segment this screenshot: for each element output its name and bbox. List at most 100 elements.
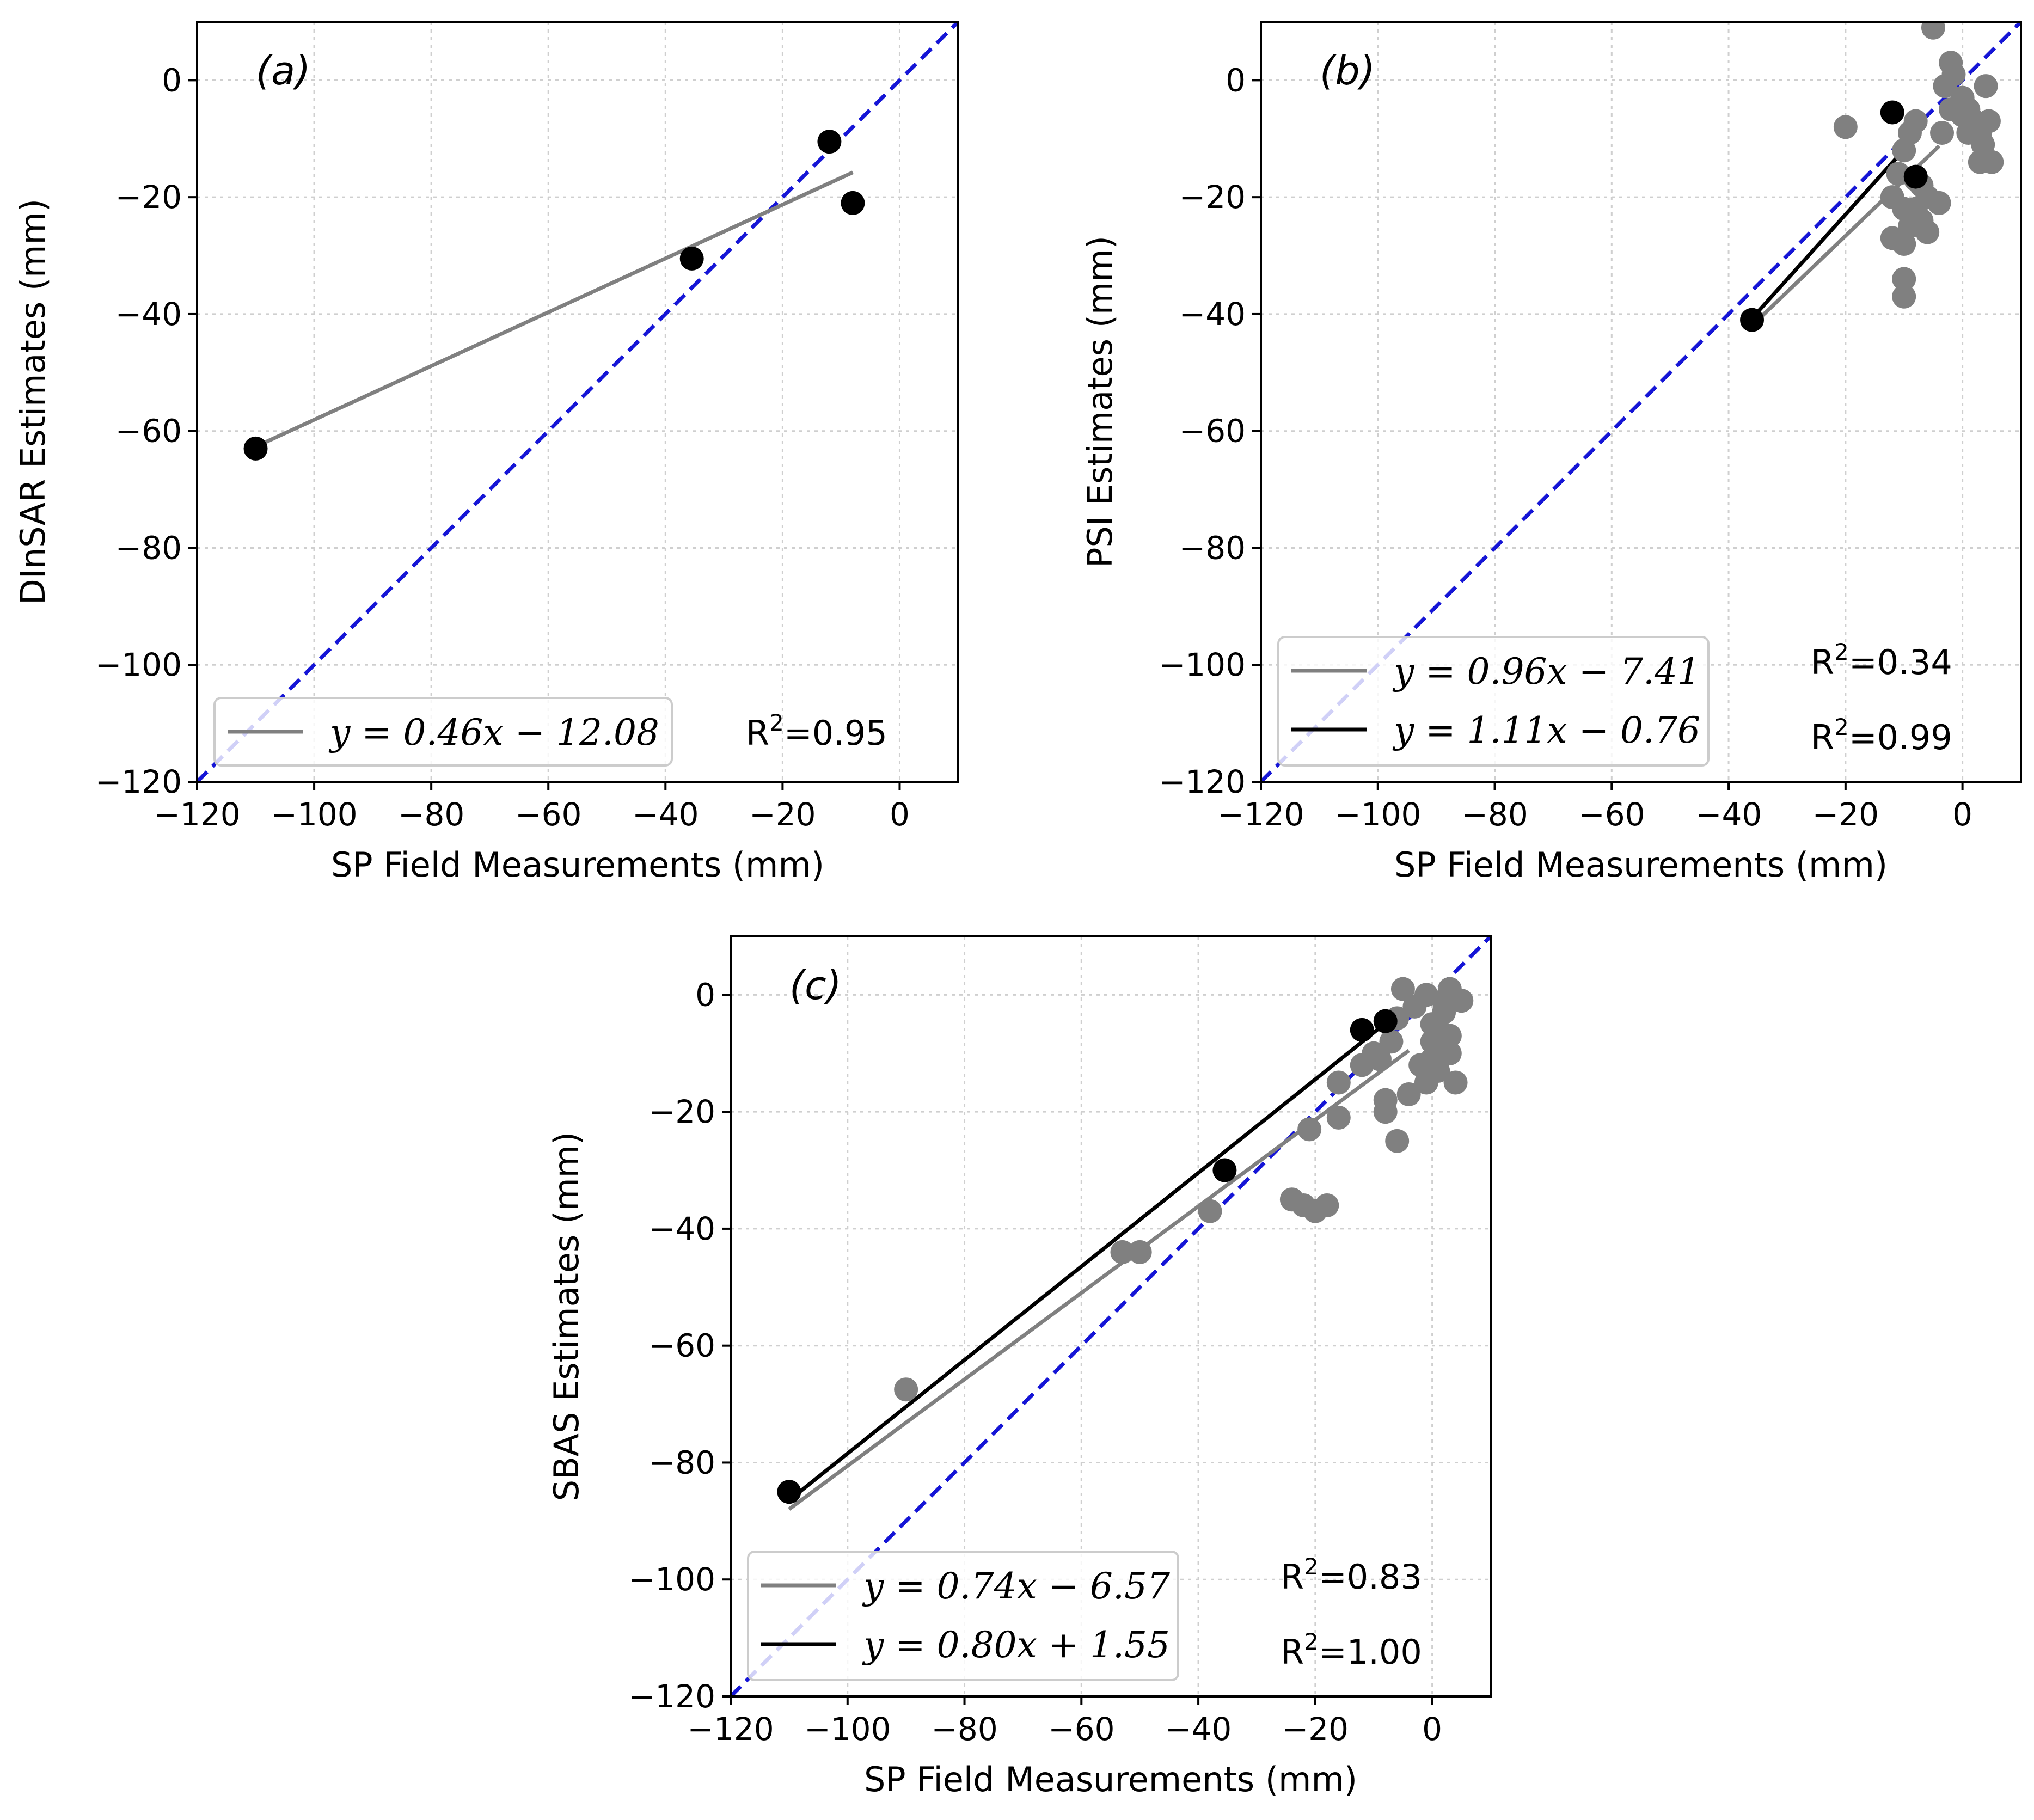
panel-c-ylabel: SBAS Estimates (mm) [547,1132,586,1501]
panel-b-xtick-label-5: −20 [1812,796,1879,833]
panel-c-series1-point-37 [1414,983,1438,1007]
panel-b-ytick-label-6: −120 [1159,763,1246,800]
panel-b-series1-point-10 [1974,74,1998,99]
panel-b-xtick-label-4: −40 [1695,796,1762,833]
panel-b-legend-box [1277,636,1710,767]
panel-b-series2-point-1 [1740,308,1765,332]
panel-c-series2-point-2 [1212,1158,1237,1182]
panel-a-xtick-label-0: −120 [154,796,240,833]
panel-b-label: (b) [1320,48,1375,94]
panel-b-series2-point-3 [1903,164,1928,189]
panel-b-ytick-label-5: −100 [1159,646,1246,683]
panel-a-xlabel: SP Field Measurements (mm) [331,845,824,885]
panel-b-xtick-label-0: −120 [1217,796,1304,833]
panel-a-xtick-label-6: 0 [890,796,910,833]
panel-c-series1-point-10 [1326,1105,1351,1130]
panel-b-ytick-label-4: −80 [1179,529,1246,566]
panel-c-xtick-label-6: 0 [1422,1711,1442,1748]
panel-b-r2-2: R2=0.99 [1811,714,1952,757]
panel-a-legend: y = 0.46x − 12.08 [213,697,673,767]
panel-c-legend-label-1: y = 0.74x − 6.57 [862,1565,1170,1607]
panel-c-axes-frame [730,935,1492,1698]
panel-c-series2-point-4 [1373,1009,1398,1033]
panel-c-series1-point-26 [1432,1000,1456,1025]
panel-a-xtick-label-2: −80 [398,796,464,833]
panel-b-series1-point-11 [1976,109,2001,133]
panel-c: −120 −100 −80 −60 −40 −20 0 0 −20 −40 −60 −80 −100 −1… [547,935,1492,1799]
panel-b-series1-point-5 [1933,74,1957,99]
panel-c-series1-point-9 [1297,1117,1322,1142]
panel-b-series1-point-27 [1880,226,1904,250]
panel-c-series1-point-23 [1426,1058,1450,1083]
panel-a-ytick-label-1: −20 [115,179,182,216]
panel-c-ytick-label-0: 0 [695,976,715,1013]
panel-c-series1-point-3 [1128,1240,1152,1264]
panel-c-legend: y = 0.74x − 6.57 y = 0.80x + 1.55 [747,1551,1179,1681]
panel-c-xtick-label-0: −120 [687,1711,774,1748]
panel-b-xtick-label-3: −60 [1578,796,1645,833]
panel-c-series1-point-16 [1396,1082,1421,1106]
panel-a-plot-area [197,22,958,782]
panel-b-xlabel: SP Field Measurements (mm) [1394,845,1888,885]
panel-c-series1-point-30 [1443,1070,1468,1095]
panel-c-xtick-label-2: −80 [931,1711,997,1748]
panel-a-ytick-label-3: −60 [115,413,182,450]
panel-b-legend: y = 0.96x − 7.41 y = 1.11x − 0.76 [1277,636,1710,767]
panel-c-series1-point-4 [1198,1199,1222,1223]
panel-c-xtick-label-1: −100 [804,1711,891,1748]
panel-b-series1-point-14 [1980,150,2004,174]
panel-c-series1-point-27 [1437,1024,1462,1048]
panel-b-ylabel: PSI Estimates (mm) [1080,236,1120,568]
panel-c-xtick-label-5: −20 [1282,1711,1349,1748]
panel-a-legend-label-1: y = 0.46x − 12.08 [328,712,659,753]
panel-a-xtick-label-4: −40 [632,796,699,833]
panel-b-xtick-label-1: −100 [1334,796,1421,833]
panel-c-series1-point-31 [1449,989,1474,1013]
panel-c-series1-point-13 [1373,1100,1398,1124]
panel-a-fit-line-1 [255,170,854,449]
panel-c-series1-point-2 [1110,1240,1135,1264]
panel-b-series1-point-2 [1921,22,1945,40]
panel-b-r2-1: R2=0.34 [1811,639,1952,682]
panel-b-ytick-label-2: −40 [1179,296,1246,333]
panel-c-ytick-label-6: −120 [629,1678,715,1715]
panel-a-ytick-label-0: 0 [162,62,182,99]
panel-b-series1-point-1 [1833,115,1858,139]
panel-a-series1-point-1 [243,436,268,461]
panel-b-series2-point-2 [1880,100,1904,125]
panel-b-series1-point-18 [1930,121,1955,145]
panel-a-ylabel: DInSAR Estimates (mm) [13,199,53,605]
panel-a-label: (a) [256,48,310,94]
panel-b-ytick-label-1: −20 [1179,179,1246,216]
panel-c-series1-point-11 [1326,1070,1351,1095]
panel-c-legend-label-2: y = 0.80x + 1.55 [862,1624,1170,1666]
panel-c-xtick-label-3: −60 [1048,1711,1114,1748]
panel-c-series2-point-1 [777,1480,801,1504]
panel-a-axes-frame [196,21,959,783]
panel-c-label: (c) [789,963,842,1008]
panel-b-series1-point-34 [1892,267,1916,291]
panel-b: −120 −100 −80 −60 −40 −20 0 0 −20 −40 −60 −80 −100 −1… [1080,21,2022,885]
panel-a-xtick-label-5: −20 [749,796,816,833]
panel-c-series1-point-1 [894,1377,918,1402]
panel-a-legend-box [213,697,673,767]
panel-c-ytick-label-1: −20 [649,1093,715,1130]
panel-a-ytick-label-6: −120 [95,763,182,800]
panel-a-r2-1: R2=0.95 [746,709,887,753]
panel-c-series1-point-14 [1385,1129,1410,1153]
panel-c-fit-line-2 [788,1021,1387,1502]
panel-b-ytick-label-3: −60 [1179,413,1246,450]
panel-c-series1-point-36 [1367,1047,1392,1071]
panel-c-ytick-label-5: −100 [629,1561,715,1598]
panel-b-series1-point-21 [1892,138,1916,163]
panel-a-ytick-label-5: −100 [95,646,182,683]
panel-a-xtick-label-3: −60 [515,796,581,833]
panel-b-xtick-label-6: 0 [1952,796,1972,833]
panel-b-axes-frame [1260,21,2022,783]
panel-c-xlabel: SP Field Measurements (mm) [864,1760,1357,1799]
panel-b-legend-label-1: y = 0.96x − 7.41 [1392,651,1700,693]
panel-c-r2-1: R2=0.83 [1281,1553,1422,1597]
panel-b-ytick-label-0: 0 [1226,62,1246,99]
panel-a-xtick-label-1: −100 [271,796,357,833]
